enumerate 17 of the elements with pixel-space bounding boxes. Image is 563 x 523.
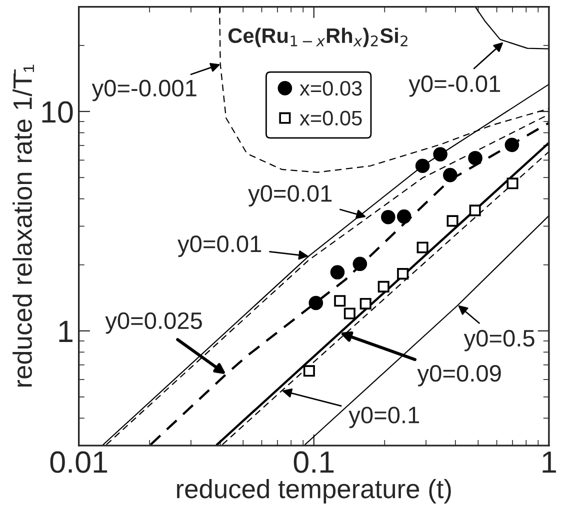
- annotation: y0=0.01: [248, 185, 332, 206]
- annotation: y0=0.01: [178, 236, 262, 257]
- x-tick-label: 1: [542, 452, 556, 473]
- annotation: y0=0.5: [464, 330, 534, 352]
- x-axis-title: reduced temperature (t): [177, 478, 451, 504]
- annotation: y0=0.025: [105, 312, 202, 334]
- legend-label: x=0.05: [300, 110, 362, 126]
- x-tick-label: 0.01: [50, 451, 108, 473]
- annotation: y0=-0.01: [408, 75, 500, 97]
- annotation: y0=0.1: [348, 406, 420, 428]
- x-tick-label: 0.1: [294, 451, 334, 473]
- y-axis-title: reduced relaxation rate 1/T̄₁: [12, 64, 34, 387]
- y-tick-label: 10: [42, 101, 73, 123]
- text: Ce(Ru$_{1−x}$Rh$_{x}$)$_{2}$Si$_{2}$: [228, 28, 408, 48]
- annotation: y0=0.09: [417, 365, 501, 386]
- annotation: y0=-0.001: [92, 80, 196, 102]
- legend-label: x=0.03: [300, 80, 362, 96]
